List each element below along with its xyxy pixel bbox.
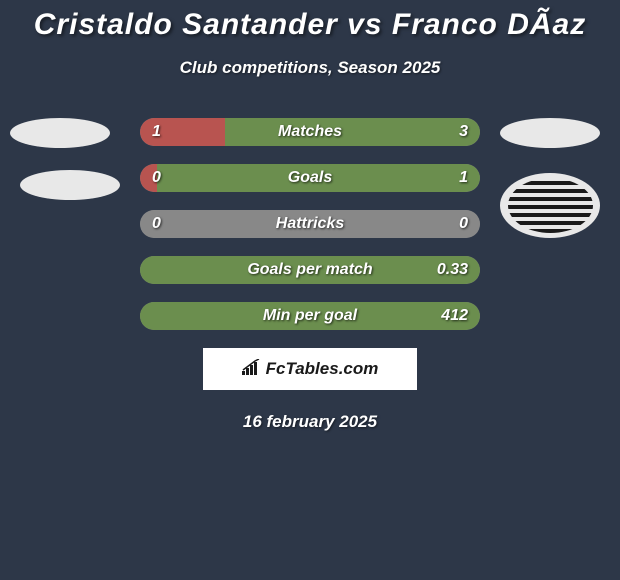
stat-label: Goals per match — [247, 261, 372, 279]
stat-value-right: 0.33 — [437, 261, 468, 279]
stat-value-right: 3 — [459, 123, 468, 141]
player2-logo-ellipse — [500, 118, 600, 148]
bars-container: 1 3 Matches 0 1 Goals 0 0 Hattricks 0.33 Goals per… — [140, 118, 480, 330]
stat-value-left: 0 — [152, 215, 161, 233]
stat-bar: 1 3 Matches — [140, 118, 480, 146]
brand-text: FcTables.com — [266, 359, 379, 379]
stat-bar: 0.33 Goals per match — [140, 256, 480, 284]
stat-bar: 0 1 Goals — [140, 164, 480, 192]
stat-bar: 0 0 Hattricks — [140, 210, 480, 238]
brand-box[interactable]: FcTables.com — [203, 348, 417, 390]
stat-value-left: 0 — [152, 169, 161, 187]
stat-value-left: 1 — [152, 123, 161, 141]
stat-label: Hattricks — [276, 215, 344, 233]
libertad-badge-icon — [508, 178, 593, 233]
club2-logo-ellipse — [500, 173, 600, 238]
stat-value-right: 1 — [459, 169, 468, 187]
club1-logo-ellipse — [20, 170, 120, 200]
comparison-container: Cristaldo Santander vs Franco DÃ­az Club… — [0, 0, 620, 432]
stat-value-right: 412 — [441, 307, 468, 325]
chart-icon — [242, 359, 262, 380]
date-text: 16 february 2025 — [0, 412, 620, 432]
stat-bar-fill-right — [225, 118, 480, 146]
stat-label: Goals — [288, 169, 332, 187]
stats-area: 1 3 Matches 0 1 Goals 0 0 Hattricks 0.33 Goals per… — [0, 118, 620, 330]
subtitle: Club competitions, Season 2025 — [0, 58, 620, 78]
stat-value-right: 0 — [459, 215, 468, 233]
page-title: Cristaldo Santander vs Franco DÃ­az — [0, 8, 620, 42]
stat-label: Min per goal — [263, 307, 357, 325]
stat-label: Matches — [278, 123, 342, 141]
player1-logo-ellipse — [10, 118, 110, 148]
stat-bar: 412 Min per goal — [140, 302, 480, 330]
